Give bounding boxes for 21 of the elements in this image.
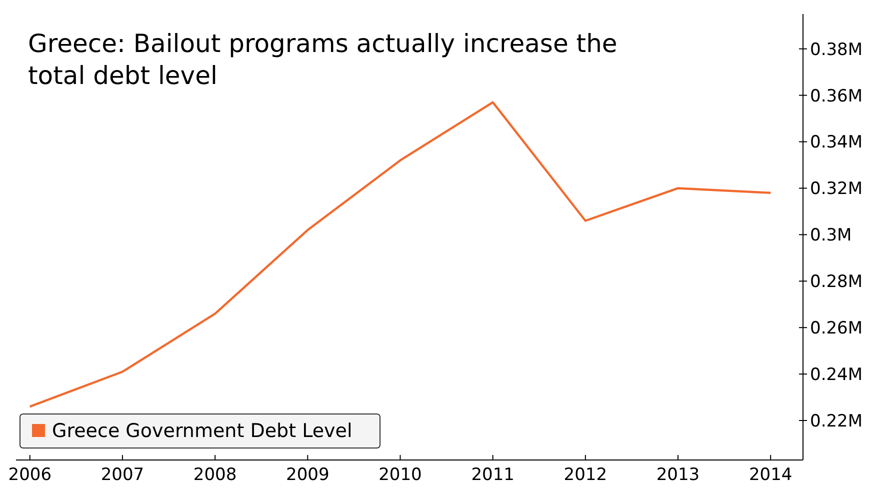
y-tick-label: 0.26M — [810, 318, 863, 339]
x-tick-label: 2006 — [8, 465, 52, 485]
x-tick-label: 2012 — [564, 465, 608, 485]
x-tick-label: 2013 — [656, 465, 700, 485]
y-tick-label: 0.3M — [810, 226, 852, 246]
x-tick-label: 2010 — [378, 465, 422, 485]
x-tick-label: 2007 — [100, 465, 144, 485]
line-series — [28, 101, 772, 408]
x-tick-label: 2011 — [471, 465, 514, 485]
x-tick-label: 2014 — [748, 465, 792, 485]
y-tick-label: 0.22M — [810, 411, 863, 432]
y-tick-label: 0.32M — [810, 179, 863, 200]
x-tick-label: 2009 — [286, 465, 330, 485]
y-tick-label: 0.24M — [810, 365, 863, 385]
y-tick-label: 0.34M — [810, 132, 863, 153]
text: Greece: Bailout programs actually increase the total debt level — [28, 29, 618, 90]
legend-label: Greece Government Debt Level — [52, 420, 352, 442]
x-tick-label: 2008 — [193, 465, 237, 485]
y-tick-label: 0.28M — [810, 272, 863, 292]
y-tick-label: 0.38M — [810, 40, 863, 60]
y-tick-label: 0.36M — [810, 86, 863, 106]
